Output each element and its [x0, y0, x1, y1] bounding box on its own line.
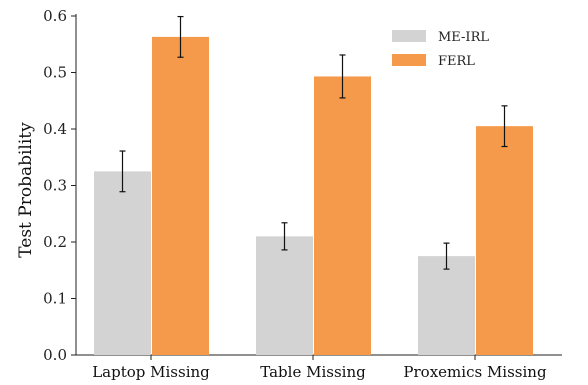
- x-tick-label: Proxemics Missing: [403, 363, 547, 381]
- error-bars: [119, 15, 508, 270]
- y-tick-label: 0.1: [43, 290, 67, 308]
- bar-ferl-2: [476, 126, 533, 355]
- y-tick-label: 0.5: [43, 64, 67, 82]
- y-ticks: 0.0 0.1 0.2 0.3 0.4 0.5 0.6: [43, 7, 76, 364]
- bar-me-irl-1: [256, 236, 313, 355]
- bars: [94, 36, 533, 355]
- bar-ferl-0: [152, 36, 209, 355]
- y-axis-label: Test Probability: [16, 122, 36, 258]
- y-tick-label: 0.3: [43, 177, 67, 195]
- y-tick-label: 0.6: [43, 7, 67, 25]
- x-tick-label: Table Missing: [260, 363, 366, 381]
- legend-label: FERL: [438, 54, 475, 69]
- legend: ME-IRL FERL: [392, 30, 489, 69]
- legend-swatch-ferl: [392, 54, 426, 66]
- x-tick-label: Laptop Missing: [92, 363, 210, 381]
- bar-me-irl-2: [418, 256, 475, 355]
- y-tick-label: 0.2: [43, 233, 67, 251]
- x-ticks: Laptop Missing Table Missing Proxemics Mis…: [92, 355, 547, 381]
- y-tick-label: 0.0: [43, 346, 67, 364]
- bar-ferl-1: [314, 76, 371, 355]
- bar-me-irl-0: [94, 171, 151, 355]
- legend-swatch-me-irl: [392, 30, 426, 42]
- legend-label: ME-IRL: [438, 30, 489, 45]
- y-tick-label: 0.4: [43, 120, 67, 138]
